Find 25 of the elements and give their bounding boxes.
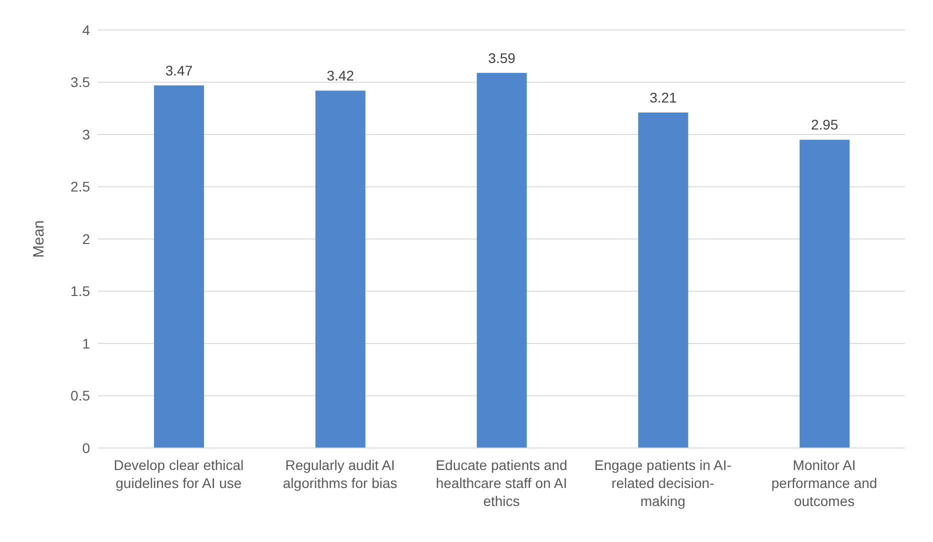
- y-tick-label: 3.5: [70, 74, 90, 90]
- x-tick-label: Develop clear ethical guidelines for AI use: [114, 457, 244, 491]
- bar: [476, 72, 527, 448]
- y-tick-label: 3: [82, 126, 90, 142]
- x-tick-label: Regularly audit AI algorithms for bias: [282, 457, 398, 491]
- y-tick-label: 0.5: [70, 388, 90, 404]
- data-label: 3.21: [650, 90, 678, 106]
- data-label: 2.95: [810, 116, 838, 133]
- bar: [800, 140, 850, 448]
- y-tick-label: 0: [82, 440, 90, 456]
- bar: [315, 90, 366, 448]
- bar: [638, 112, 688, 448]
- data-label: 3.42: [326, 68, 354, 84]
- data-label: 3.59: [488, 50, 516, 66]
- x-tick-label: Monitor AI performance and outcomes: [771, 457, 878, 509]
- x-tick-label: Engage patients in AI-related decision-making: [594, 457, 732, 509]
- y-tick-label: 2.5: [70, 178, 90, 195]
- y-tick-label: 1.5: [70, 283, 90, 300]
- y-tick-label: 4: [82, 22, 90, 38]
- y-tick-label: 1: [82, 335, 90, 352]
- y-tick-label: 2: [82, 230, 90, 247]
- bar: [154, 85, 204, 448]
- data-label: 3.47: [165, 62, 193, 78]
- x-tick-label: Educate patients and healthcare staff on AI ethics: [436, 457, 568, 509]
- y-axis-title: Mean: [30, 220, 48, 258]
